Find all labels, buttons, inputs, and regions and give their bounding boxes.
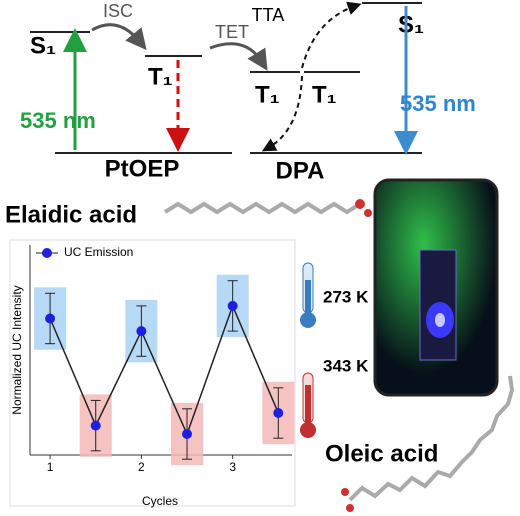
label: Oleic acid xyxy=(325,440,438,467)
label: TTA xyxy=(252,5,285,25)
legend-marker xyxy=(42,248,52,258)
series-line xyxy=(49,303,279,437)
chart-frame xyxy=(9,239,296,507)
label: ISC xyxy=(103,1,133,21)
x-tick-label: 3 xyxy=(229,460,236,474)
x-tick-label: 1 xyxy=(47,460,54,474)
label: 535 nm xyxy=(20,108,96,133)
label: DPA xyxy=(276,157,325,184)
point xyxy=(182,429,193,439)
label: PtOEP xyxy=(105,155,180,182)
x-tick-label: 2 xyxy=(138,460,145,474)
label: 535 nm xyxy=(400,91,476,116)
arrow xyxy=(261,75,303,152)
point xyxy=(273,408,284,418)
arrow xyxy=(209,42,268,71)
x-label: Cycles xyxy=(142,494,178,508)
label: T₁ xyxy=(148,63,173,90)
label: 273 K xyxy=(323,287,369,306)
point xyxy=(90,420,101,431)
label: S₁ xyxy=(398,11,424,38)
molecule xyxy=(163,199,372,217)
point xyxy=(227,300,238,311)
label: T₁ xyxy=(312,81,337,108)
legend-label: UC Emission xyxy=(64,245,133,259)
label: S₁ xyxy=(30,32,56,59)
label: Elaidic acid xyxy=(5,201,137,228)
molecule xyxy=(341,375,515,512)
energy-diagram: S₁ 535 nm PtOEP ISC T₁ TET T₁ T₁ TTA DPA… xyxy=(20,1,476,185)
label: 343 K xyxy=(323,356,369,375)
point xyxy=(136,326,147,337)
arrow xyxy=(91,23,147,51)
point xyxy=(45,313,56,324)
photo xyxy=(373,178,499,397)
arrow xyxy=(301,1,362,69)
label: T₁ xyxy=(255,81,280,108)
label: TET xyxy=(215,22,249,42)
thermometers xyxy=(300,262,316,438)
y-label: Normalized UC Intensity xyxy=(10,285,24,414)
